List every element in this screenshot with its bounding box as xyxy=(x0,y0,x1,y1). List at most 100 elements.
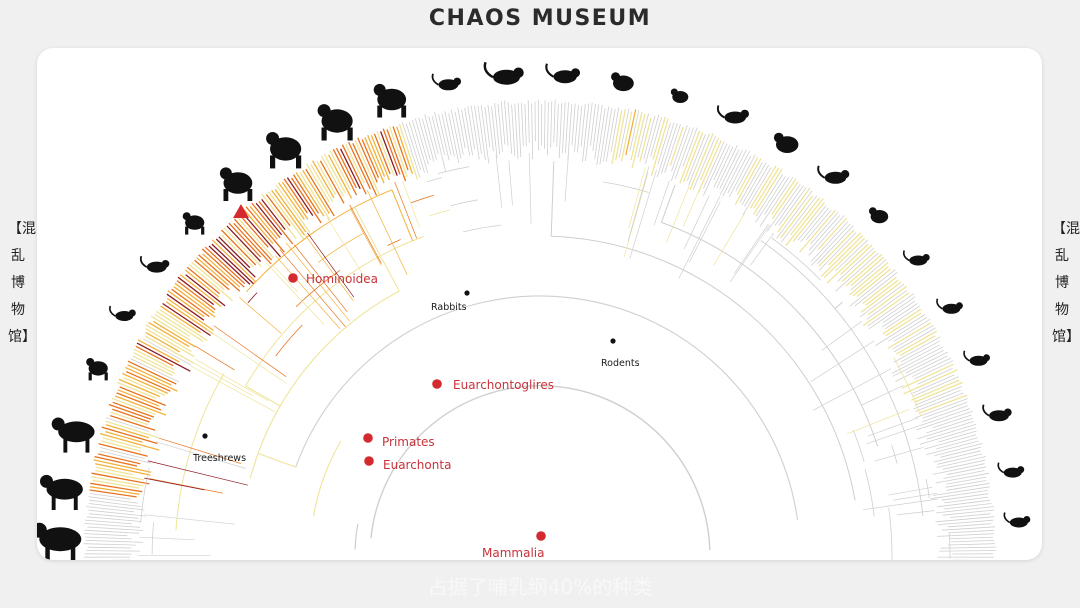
tip-branch xyxy=(800,207,830,243)
tip-branch xyxy=(85,536,132,540)
clade-node-red xyxy=(364,456,374,466)
branch-radial xyxy=(349,208,382,266)
tip-branch xyxy=(914,381,963,403)
tip-branch xyxy=(914,398,969,419)
tip-branch xyxy=(692,135,717,190)
animal-silhouette-icon xyxy=(545,63,581,84)
branch-radial xyxy=(265,262,325,326)
clade-nodes xyxy=(202,273,616,541)
tip-branch xyxy=(101,440,142,452)
tip-branch xyxy=(937,533,994,537)
tip-branch xyxy=(937,519,994,525)
tip-branch xyxy=(211,243,255,285)
tip-branch xyxy=(137,339,180,363)
tip-branch xyxy=(487,104,494,152)
tip-branch xyxy=(922,401,968,419)
tip-branch xyxy=(418,117,431,161)
tip-branch xyxy=(434,111,446,156)
tip-branch xyxy=(283,178,308,214)
tip-branch xyxy=(177,276,215,306)
tip-branch xyxy=(521,102,524,147)
clade-labels: Hominoidea Euarchontoglires Primates Eua… xyxy=(192,272,640,560)
tip-branch xyxy=(941,526,996,531)
tip-branch xyxy=(233,218,273,261)
tip-branch xyxy=(83,543,136,546)
tip-branch xyxy=(682,131,704,183)
tip-branch xyxy=(850,256,885,287)
branch-radial xyxy=(391,189,414,241)
branch-arc xyxy=(247,292,258,304)
tip-branch xyxy=(664,124,681,173)
tip-branch xyxy=(744,164,770,207)
tip-branch xyxy=(99,450,152,464)
tip-branch xyxy=(774,185,804,226)
tip-branch xyxy=(590,103,596,146)
tip-branch xyxy=(258,200,294,245)
animal-silhouette-icon xyxy=(902,250,930,266)
tip-branch xyxy=(133,348,175,371)
tip-branch xyxy=(734,158,762,205)
tip-branch xyxy=(925,440,979,456)
tip-branch xyxy=(850,259,887,291)
branch-radial xyxy=(733,223,769,274)
tip-branch xyxy=(186,266,221,295)
tip-branch xyxy=(819,232,857,271)
tip-branch xyxy=(942,459,986,470)
tip-branch xyxy=(671,125,688,172)
animal-silhouette-icon xyxy=(773,132,799,153)
animal-silhouette-icon xyxy=(982,404,1012,422)
tip-branch xyxy=(221,229,257,266)
tip-branch xyxy=(514,103,519,160)
tip-branch xyxy=(504,100,509,146)
tip-branch xyxy=(87,546,132,549)
animal-silhouette-icon xyxy=(139,255,170,273)
tip-branch xyxy=(753,167,780,209)
tip-branch xyxy=(630,112,643,161)
tip-branch xyxy=(914,386,962,406)
branch-radial xyxy=(834,301,843,309)
branch-arc xyxy=(387,239,401,246)
branch-arc xyxy=(925,478,930,499)
tip-branch xyxy=(808,215,841,251)
branch-radial xyxy=(688,201,721,263)
branch-radial xyxy=(275,255,341,330)
branch-radial xyxy=(863,498,938,511)
tip-branch xyxy=(556,103,559,147)
branch-radial xyxy=(623,171,649,258)
tip-branch xyxy=(89,499,141,507)
tip-branch xyxy=(713,144,731,181)
tip-branch xyxy=(477,105,486,160)
tip-branch xyxy=(736,157,759,196)
tip-branch xyxy=(411,119,429,174)
tip-branch xyxy=(215,238,256,278)
tip-branch xyxy=(884,305,921,330)
branch-radial xyxy=(294,244,348,313)
tip-branch xyxy=(211,239,256,282)
branch-radial xyxy=(195,358,269,402)
tip-branch xyxy=(652,116,666,160)
tip-branch xyxy=(531,103,534,160)
tip-branch xyxy=(154,313,191,337)
tip-branch xyxy=(86,516,142,522)
tip-branch xyxy=(917,368,953,385)
tip-branch xyxy=(849,262,889,296)
tip-branch xyxy=(110,411,149,426)
tip-branch xyxy=(682,127,698,168)
branch-radial xyxy=(666,186,690,243)
tip-branch xyxy=(87,526,143,531)
tip-branch xyxy=(401,121,421,178)
branch-radial xyxy=(213,325,287,377)
tip-branch xyxy=(144,335,194,364)
clade-node-black xyxy=(464,290,470,296)
clade-label-euarchontoglires: Euarchontoglires xyxy=(453,378,554,392)
tip-branch xyxy=(771,178,797,215)
tip-branch xyxy=(867,285,908,316)
tip-branch xyxy=(565,102,569,153)
tip-branch xyxy=(261,199,286,230)
tip-branch xyxy=(837,247,875,282)
tip-branch xyxy=(316,161,337,196)
tip-branch xyxy=(261,193,297,240)
branch-radial xyxy=(158,437,242,464)
tip-branch xyxy=(703,141,725,189)
branch-radial xyxy=(285,242,350,322)
